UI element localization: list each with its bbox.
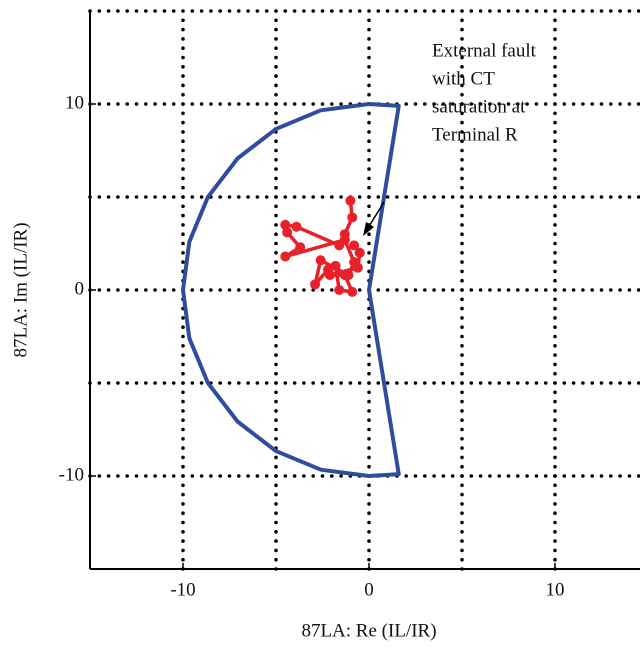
data-point [315,255,326,266]
data-point [334,285,345,295]
data-point [349,240,360,251]
y-tick-label: 0 [75,278,85,299]
data-point [352,262,363,273]
data-point [347,286,358,297]
annotation: External fault [432,40,537,61]
annotation: with CT [432,68,495,89]
series-line [181,102,401,478]
data-point [282,227,293,238]
data-point [280,251,291,262]
x-tick-label: 10 [546,579,565,600]
data-point [330,260,341,271]
x-tick-label: -10 [170,579,195,600]
arrow-head [363,222,374,236]
data-point [295,242,306,253]
annotation: saturation at [432,96,526,117]
x-axis-label: 87LA: Re (IL/IR) [301,620,436,641]
x-tick-label: 0 [364,579,374,600]
annotation: Terminal R [432,124,518,145]
data-point [310,279,321,290]
y-tick-label: -10 [59,464,84,485]
data-point [339,270,350,281]
data-point [291,221,302,232]
annotation-arrow [367,201,385,229]
data-point [354,247,365,258]
data-point [324,270,335,281]
data-point [347,212,358,223]
data-point [339,234,350,245]
y-tick-label: 10 [65,92,84,113]
data-point [345,195,356,206]
y-axis-label: 87LA: Im (IL/IR) [10,222,31,357]
